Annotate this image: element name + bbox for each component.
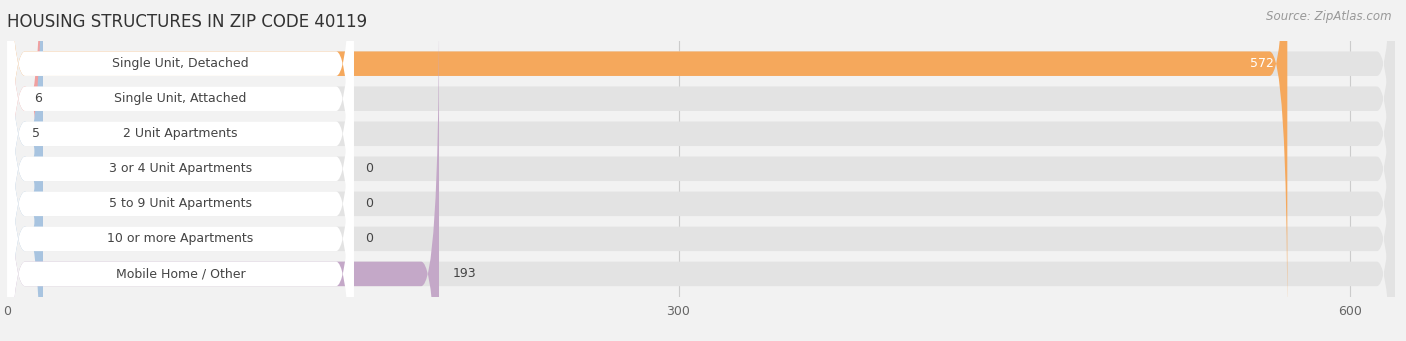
Text: Single Unit, Attached: Single Unit, Attached [114,92,246,105]
Text: HOUSING STRUCTURES IN ZIP CODE 40119: HOUSING STRUCTURES IN ZIP CODE 40119 [7,13,367,31]
FancyBboxPatch shape [7,0,42,341]
FancyBboxPatch shape [7,0,1395,341]
Text: 5: 5 [32,127,39,140]
Text: Single Unit, Detached: Single Unit, Detached [112,57,249,70]
Text: 0: 0 [366,162,373,175]
Text: 0: 0 [366,232,373,246]
Text: Mobile Home / Other: Mobile Home / Other [115,267,245,280]
FancyBboxPatch shape [7,0,354,341]
FancyBboxPatch shape [7,0,354,341]
FancyBboxPatch shape [7,6,354,341]
FancyBboxPatch shape [7,0,354,332]
FancyBboxPatch shape [7,0,354,341]
FancyBboxPatch shape [7,0,42,341]
FancyBboxPatch shape [7,0,42,341]
FancyBboxPatch shape [7,0,42,341]
Text: 2 Unit Apartments: 2 Unit Apartments [124,127,238,140]
FancyBboxPatch shape [7,0,1395,332]
Text: Source: ZipAtlas.com: Source: ZipAtlas.com [1267,10,1392,23]
FancyBboxPatch shape [7,0,1395,341]
Text: 572: 572 [1250,57,1274,70]
FancyBboxPatch shape [7,0,354,341]
FancyBboxPatch shape [7,0,1395,341]
Text: 6: 6 [34,92,42,105]
FancyBboxPatch shape [7,0,42,341]
FancyBboxPatch shape [7,6,439,341]
FancyBboxPatch shape [7,0,1395,341]
FancyBboxPatch shape [7,6,1395,341]
FancyBboxPatch shape [7,0,354,341]
FancyBboxPatch shape [7,0,1395,341]
Text: 3 or 4 Unit Apartments: 3 or 4 Unit Apartments [108,162,252,175]
Text: 5 to 9 Unit Apartments: 5 to 9 Unit Apartments [110,197,252,210]
Text: 193: 193 [453,267,477,280]
FancyBboxPatch shape [7,0,1288,332]
Text: 10 or more Apartments: 10 or more Apartments [107,232,253,246]
Text: 0: 0 [366,197,373,210]
